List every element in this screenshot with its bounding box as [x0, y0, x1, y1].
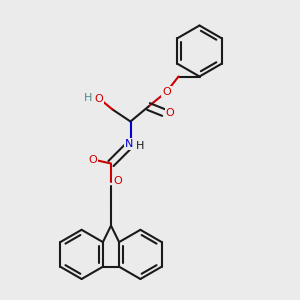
Text: O: O — [88, 155, 98, 165]
Text: N: N — [125, 139, 133, 149]
Text: H: H — [136, 141, 144, 152]
Text: O: O — [113, 176, 122, 186]
Text: O: O — [162, 86, 171, 97]
Text: H: H — [84, 93, 92, 103]
Text: O: O — [166, 107, 175, 118]
Text: O: O — [94, 94, 103, 104]
